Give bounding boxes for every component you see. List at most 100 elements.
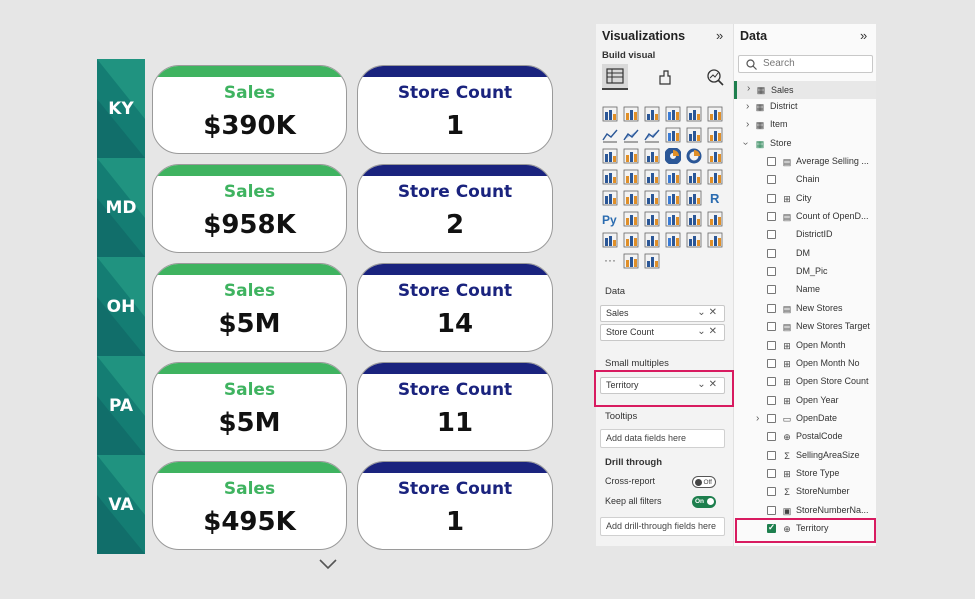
field-checkbox[interactable]: [767, 248, 776, 258]
store-count-card[interactable]: Store Count 11: [357, 362, 553, 451]
analytics-icon[interactable]: [702, 64, 728, 90]
well-controls-icon[interactable]: ⌄✕: [697, 307, 720, 318]
expand-chevron-icon[interactable]: ›: [756, 412, 760, 424]
field-checkbox[interactable]: [767, 322, 776, 332]
field-new-stores[interactable]: ▤ New Stores: [734, 301, 876, 319]
filled-map-chart-icon[interactable]: [623, 169, 641, 185]
power-automate-visual-icon[interactable]: [665, 232, 683, 248]
data-well-store-count[interactable]: Store Count ⌄✕: [600, 324, 725, 341]
area-chart-icon[interactable]: [623, 127, 641, 143]
table-store[interactable]: › ▦ Store: [734, 136, 876, 154]
python-visual-icon[interactable]: Py: [602, 211, 620, 227]
clustered-bar-chart-icon[interactable]: [644, 106, 662, 122]
r-script-visual-icon[interactable]: R: [707, 190, 725, 206]
metrics-visual-icon[interactable]: [623, 232, 641, 248]
expand-chevron-icon[interactable]: ›: [746, 101, 750, 112]
field-dm-pic[interactable]: DM_Pic: [734, 264, 876, 282]
sales-card[interactable]: Sales $958K: [152, 164, 347, 253]
card-visual-icon[interactable]: [707, 169, 725, 185]
field-checkbox[interactable]: [767, 358, 776, 368]
field-city[interactable]: ⊞ City: [734, 191, 876, 209]
expand-chevron-icon[interactable]: ›: [747, 83, 751, 94]
build-visual-fields-icon[interactable]: [602, 64, 628, 90]
field-name[interactable]: Name: [734, 282, 876, 300]
field-dm[interactable]: DM: [734, 246, 876, 264]
scroll-down-chevron-icon[interactable]: [318, 557, 338, 571]
key-influencers-visual-icon[interactable]: [623, 211, 641, 227]
donut-chart-icon[interactable]: [686, 148, 704, 164]
store-count-card[interactable]: Store Count 2: [357, 164, 553, 253]
data-well-sales[interactable]: Sales ⌄✕: [600, 305, 725, 322]
format-visual-icon[interactable]: [652, 64, 678, 90]
field-territory[interactable]: ⊕ Territory: [734, 521, 876, 539]
power-apps-visual-icon[interactable]: [644, 232, 662, 248]
field-storenumberna[interactable]: ▣ StoreNumberNa...: [734, 503, 876, 521]
drill-through-drop-area[interactable]: Add drill-through fields here: [600, 517, 725, 536]
table-visual-icon[interactable]: [665, 190, 683, 206]
100-percent-column-chart-icon[interactable]: [707, 106, 725, 122]
field-checkbox[interactable]: [767, 432, 776, 442]
field-postalcode[interactable]: ⊕ PostalCode: [734, 429, 876, 447]
slicer-visual-icon[interactable]: [644, 190, 662, 206]
field-store-type[interactable]: ⊞ Store Type: [734, 466, 876, 484]
matrix-visual-icon[interactable]: [686, 190, 704, 206]
field-count-of-opend[interactable]: ▤ Count of OpenD...: [734, 209, 876, 227]
sales-card[interactable]: Sales $495K: [152, 461, 347, 550]
azure-map-chart-icon[interactable]: [665, 169, 683, 185]
field-districtid[interactable]: DistrictID: [734, 227, 876, 245]
funnel-chart-icon[interactable]: [623, 148, 641, 164]
field-storenumber[interactable]: Σ StoreNumber: [734, 484, 876, 502]
field-checkbox[interactable]: [767, 193, 776, 203]
paginated-report-visual-icon[interactable]: [707, 211, 725, 227]
custom-visual-icon[interactable]: [707, 232, 725, 248]
field-average-selling[interactable]: ▤ Average Selling ...: [734, 154, 876, 172]
collapse-visualizations-icon[interactable]: »: [716, 28, 724, 43]
stacked-area-chart-icon[interactable]: [644, 127, 662, 143]
sales-card[interactable]: Sales $5M: [152, 362, 347, 451]
field-open-month[interactable]: ⊞ Open Month: [734, 338, 876, 356]
decomposition-tree-visual-icon[interactable]: [644, 211, 662, 227]
store-count-card[interactable]: Store Count 1: [357, 461, 553, 550]
pie-chart-icon[interactable]: [664, 147, 683, 165]
sales-card[interactable]: Sales $5M: [152, 263, 347, 352]
field-chain[interactable]: Chain: [734, 172, 876, 190]
expand-chevron-icon[interactable]: ›: [746, 119, 750, 130]
field-checkbox[interactable]: [767, 340, 776, 350]
field-checkbox[interactable]: [767, 395, 776, 405]
well-controls-icon[interactable]: ⌄✕: [697, 326, 720, 337]
shape-map-chart-icon[interactable]: [644, 169, 662, 185]
field-open-month-no[interactable]: ⊞ Open Month No: [734, 356, 876, 374]
smart-narrative-visual-icon[interactable]: [686, 211, 704, 227]
field-new-stores-target[interactable]: ▤ New Stores Target: [734, 319, 876, 337]
field-checkbox[interactable]: [767, 303, 776, 313]
table-item[interactable]: › ▦ Item: [734, 117, 876, 135]
field-checkbox[interactable]: [767, 267, 776, 277]
table-district[interactable]: › ▦ District: [734, 99, 876, 117]
qa-visual-icon[interactable]: [665, 211, 683, 227]
search-input[interactable]: Search: [738, 55, 873, 73]
gauge-chart-icon[interactable]: [686, 169, 704, 185]
map-chart-icon[interactable]: [602, 169, 620, 185]
field-checkbox[interactable]: [767, 212, 776, 222]
arcgis-map-visual-icon[interactable]: [686, 232, 704, 248]
small-multiples-well-territory[interactable]: Territory ⌄✕: [600, 377, 725, 394]
sales-card[interactable]: Sales $390K: [152, 65, 347, 154]
line-chart-icon[interactable]: [602, 127, 620, 143]
multi-row-card-icon[interactable]: [602, 190, 620, 206]
field-checkbox[interactable]: [767, 522, 776, 533]
well-controls-icon[interactable]: ⌄✕: [697, 379, 720, 390]
keep-all-filters-toggle[interactable]: On: [692, 496, 716, 508]
cross-report-toggle[interactable]: Off: [692, 476, 716, 488]
stacked-bar-chart-icon[interactable]: [602, 106, 620, 122]
field-checkbox[interactable]: [767, 505, 776, 515]
diamond-visual-icon[interactable]: [623, 253, 641, 269]
tooltips-drop-area[interactable]: Add data fields here: [600, 429, 725, 448]
field-checkbox[interactable]: [767, 377, 776, 387]
field-checkbox[interactable]: [767, 175, 776, 185]
line-column-chart-icon[interactable]: [665, 127, 683, 143]
store-count-card[interactable]: Store Count 1: [357, 65, 553, 154]
line-clustered-column-chart-icon[interactable]: [686, 127, 704, 143]
field-checkbox[interactable]: [767, 487, 776, 497]
get-more-visuals-icon[interactable]: ···: [602, 253, 620, 269]
field-checkbox[interactable]: [767, 285, 776, 295]
